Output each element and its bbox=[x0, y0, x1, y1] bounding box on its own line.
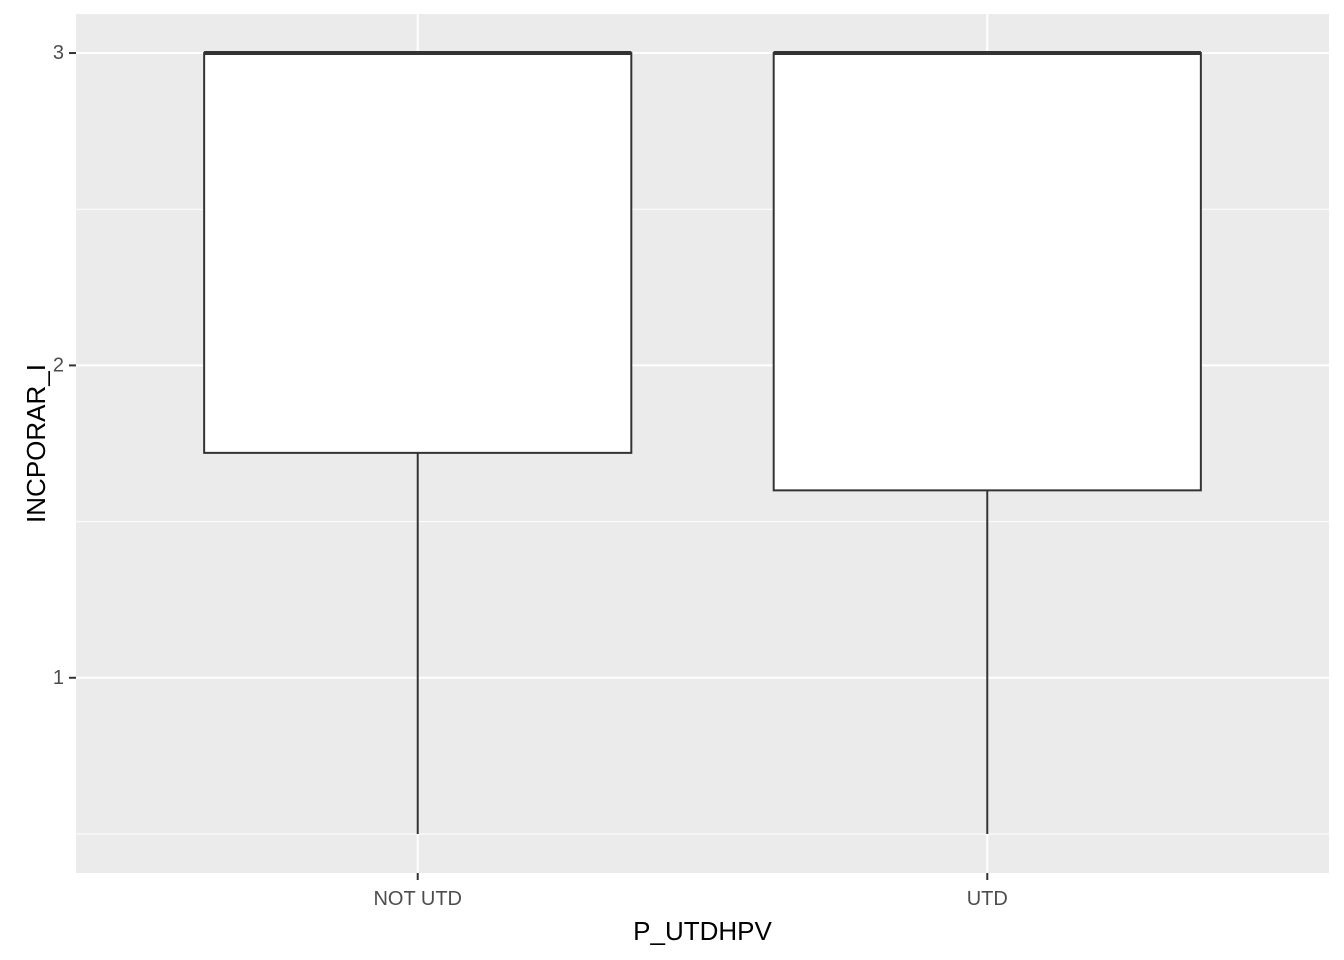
y-axis: 1 2 3 bbox=[53, 42, 76, 689]
x-axis-title: P_UTDHPV bbox=[633, 916, 772, 946]
y-tick-label: 3 bbox=[53, 42, 64, 64]
box-not-utd bbox=[203, 51, 633, 834]
x-tick-label: UTD bbox=[967, 888, 1008, 910]
box-body bbox=[203, 52, 633, 454]
y-tick-label: 1 bbox=[53, 667, 64, 689]
x-axis: NOT UTD UTD bbox=[373, 873, 1008, 910]
box-utd bbox=[772, 51, 1202, 834]
x-tick-label: NOT UTD bbox=[373, 888, 462, 910]
y-tick-label: 2 bbox=[53, 354, 64, 376]
y-axis-title: INCPORAR_I bbox=[21, 364, 51, 523]
boxplot-series bbox=[203, 51, 1202, 834]
box-body bbox=[772, 52, 1202, 492]
